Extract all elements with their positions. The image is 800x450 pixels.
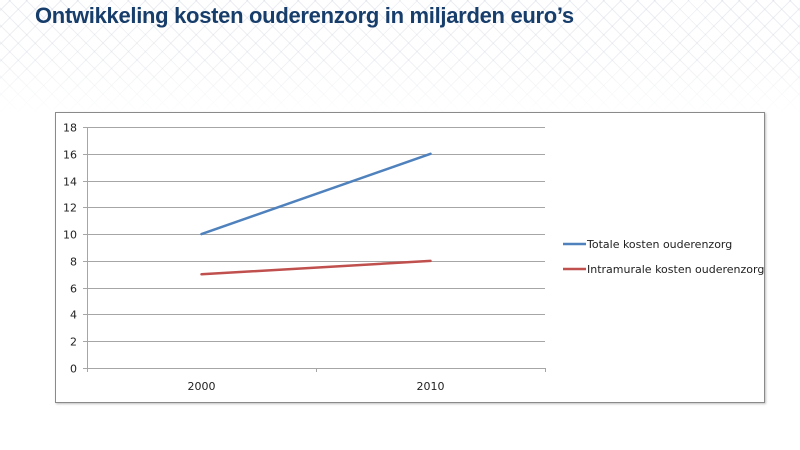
y-tick-label: 18 <box>63 122 77 135</box>
x-tick-label: 2010 <box>417 380 445 393</box>
y-tick-label: 0 <box>70 363 77 376</box>
series-lines <box>200 152 432 276</box>
series-line-1 <box>200 152 432 236</box>
x-tick-label: 2000 <box>188 380 216 393</box>
y-tick-label: 16 <box>63 149 77 162</box>
y-tick-label: 14 <box>63 176 77 189</box>
gridlines <box>87 127 545 342</box>
legend-label: Totale kosten ouderenzorg <box>586 238 732 251</box>
y-tick-label: 10 <box>63 229 77 242</box>
y-tick-label: 8 <box>70 256 77 269</box>
page-title: Ontwikkeling kosten ouderenzorg in milja… <box>35 3 574 28</box>
y-tick-label: 6 <box>70 283 77 296</box>
legend-label: Intramurale kosten ouderenzorg <box>587 263 764 276</box>
legend: Totale kosten ouderenzorg Intramurale kos… <box>563 238 764 276</box>
y-tick-label: 2 <box>70 336 77 349</box>
series-line-2 <box>200 259 432 276</box>
x-axis-ticks: 2000 2010 <box>87 368 546 393</box>
axes <box>87 127 545 369</box>
y-tick-label: 12 <box>63 202 77 215</box>
y-tick-label: 4 <box>70 309 77 322</box>
y-axis-ticks: 0 2 4 6 8 10 12 14 16 18 <box>63 122 87 376</box>
